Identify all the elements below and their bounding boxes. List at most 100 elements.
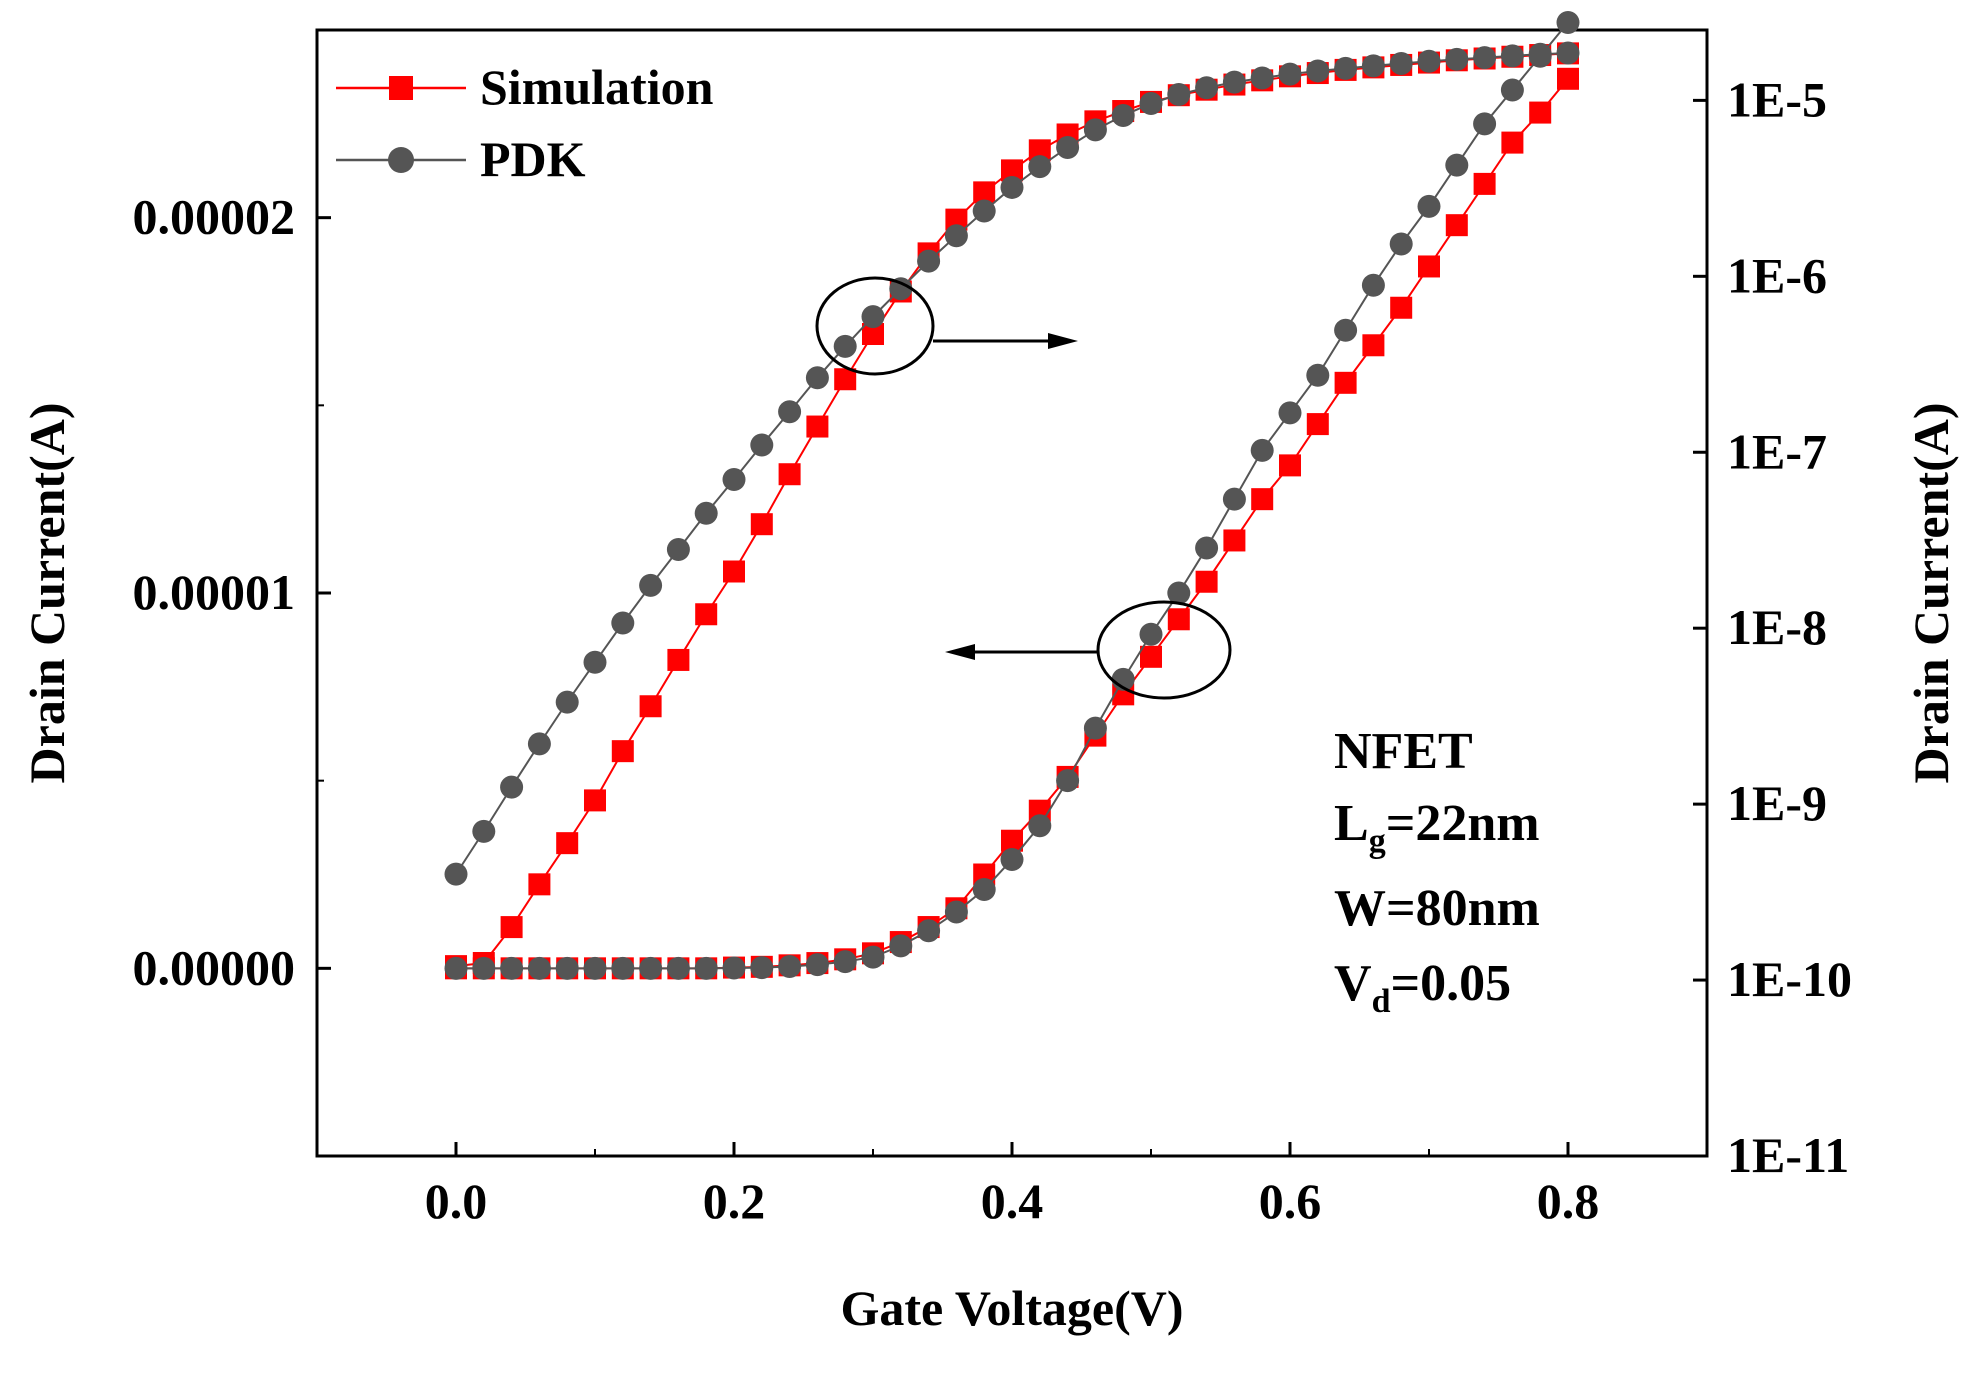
simulation-linear-point	[1473, 172, 1496, 195]
y-right-tick-label: 1E-7	[1727, 423, 1827, 479]
y-right-tick-label: 1E-5	[1727, 71, 1827, 127]
y-right-tick-label: 1E-9	[1727, 775, 1827, 831]
pdk-log-point	[472, 819, 496, 843]
y-left-tick-label: 0.00000	[133, 939, 296, 995]
simulation-linear-point	[1418, 255, 1440, 278]
drain-voltage-value: =0.05	[1390, 955, 1511, 1012]
pdk-linear-point	[1222, 487, 1246, 511]
simulation-log-point	[584, 789, 606, 812]
y-left-axis-title: Drain Current(A)	[19, 403, 75, 784]
legend-simulation-label: Simulation	[480, 59, 714, 115]
axis-ticks	[316, 98, 1708, 1158]
x-tick-labels: 0.0 0.2 0.4 0.6 0.8	[425, 1173, 1600, 1229]
pdk-log-point	[1250, 66, 1274, 90]
y-right-tick-label: 1E-6	[1727, 247, 1827, 303]
drain-voltage-text: Vd=0.05	[1334, 955, 1511, 1020]
pdk-log-point	[1083, 118, 1107, 142]
y-right-tick-label: 1E-10	[1727, 951, 1852, 1007]
device-annotation: NFET Lg=22nm W=80nm Vd=0.05	[1334, 723, 1540, 1020]
pdk-linear-point	[1334, 318, 1358, 342]
left-axis-ellipse	[1096, 600, 1232, 700]
pdk-linear-point	[1278, 401, 1302, 425]
pdk-linear-point	[639, 956, 663, 980]
pdk-log-point	[972, 199, 996, 223]
simulation-log-point	[723, 560, 745, 583]
x-tick-label: 0.2	[703, 1173, 766, 1229]
pdk-linear-point	[722, 956, 746, 980]
simulation-log-point	[1028, 139, 1051, 162]
gate-length-value: =22nm	[1386, 795, 1540, 852]
pdk-linear-point	[944, 900, 968, 924]
pdk-linear-point	[1250, 438, 1274, 462]
pdk-linear-point	[1083, 716, 1107, 740]
pdk-log-point	[722, 468, 746, 492]
left-arrow-head	[945, 644, 975, 660]
width-text: W=80nm	[1334, 880, 1540, 937]
pdk-linear-point	[778, 954, 802, 978]
x-axis-title: Gate Voltage(V)	[841, 1280, 1184, 1336]
pdk-linear-point	[583, 956, 607, 980]
simulation-linear-point	[1334, 371, 1357, 394]
series-pdk	[444, 10, 1580, 980]
pdk-linear-point	[444, 956, 468, 980]
simulation-log-point	[1001, 159, 1023, 182]
simulation-linear-point	[1251, 488, 1274, 511]
pdk-log-point	[861, 305, 885, 329]
pdk-linear-point	[805, 953, 829, 977]
simulation-linear-point	[1001, 829, 1023, 852]
simulation-log-point	[556, 832, 579, 855]
pdk-log-point	[1306, 59, 1330, 83]
pdk-log-point	[611, 611, 635, 635]
pdk-log-point	[805, 366, 829, 390]
pdk-log-point	[694, 501, 718, 525]
pdk-linear-point	[1056, 769, 1080, 793]
pdk-log-point	[1195, 76, 1219, 100]
pdk-log-point	[666, 538, 690, 562]
pdk-log-point	[889, 277, 913, 301]
pdk-linear-point	[1361, 273, 1385, 297]
drain-voltage-main: V	[1334, 955, 1372, 1012]
pdk-linear-point	[1028, 814, 1052, 838]
pdk-log-point	[500, 775, 524, 799]
simulation-linear-point	[1390, 296, 1413, 319]
pdk-log-point	[639, 573, 663, 597]
simulation-log-point	[528, 873, 551, 896]
simulation-linear-point	[1140, 645, 1162, 668]
y-left-tick-label: 0.00001	[133, 564, 296, 620]
pdk-log-point	[750, 433, 774, 457]
x-tick-label: 0.4	[981, 1173, 1044, 1229]
pdk-log-point	[1389, 52, 1413, 76]
pdk-linear-point	[1417, 194, 1441, 218]
pdk-linear-point	[1473, 112, 1497, 136]
pdk-linear-point	[1000, 847, 1024, 871]
pdk-log-point	[1556, 41, 1580, 65]
simulation-log-point	[834, 368, 857, 391]
pdk-log-point	[527, 732, 551, 756]
gate-length-text: Lg=22nm	[1334, 795, 1540, 860]
pdk-linear-point	[1139, 622, 1163, 646]
right-axis-ellipse	[815, 276, 935, 376]
simulation-linear-point	[1445, 214, 1468, 237]
pdk-log-point	[1445, 47, 1469, 71]
simulation-log-point	[750, 513, 773, 536]
simulation-log-point	[778, 463, 801, 486]
pdk-log-point	[1056, 135, 1080, 159]
simulation-log-point	[945, 208, 968, 231]
y-right-tick-labels: 1E-11 1E-10 1E-9 1E-8 1E-7 1E-6 1E-5	[1727, 71, 1852, 1183]
y-left-tick-labels: 0.00000 0.00001 0.00002	[133, 189, 296, 996]
pdk-log-point	[833, 334, 857, 358]
pdk-linear-point	[1167, 581, 1191, 605]
legend: Simulation PDK	[336, 59, 714, 187]
pdk-log-point	[1334, 56, 1358, 80]
pdk-log-point	[1278, 62, 1302, 86]
simulation-linear-point	[1529, 101, 1552, 124]
simulation-linear-point	[1501, 131, 1524, 154]
pdk-linear-point	[1445, 153, 1469, 177]
simulation-linear-point	[1279, 454, 1301, 477]
legend-pdk-marker	[388, 147, 414, 173]
pdk-log-point	[1000, 175, 1024, 199]
pdk-log-point	[1361, 54, 1385, 78]
simulation-linear-point	[1167, 608, 1190, 631]
